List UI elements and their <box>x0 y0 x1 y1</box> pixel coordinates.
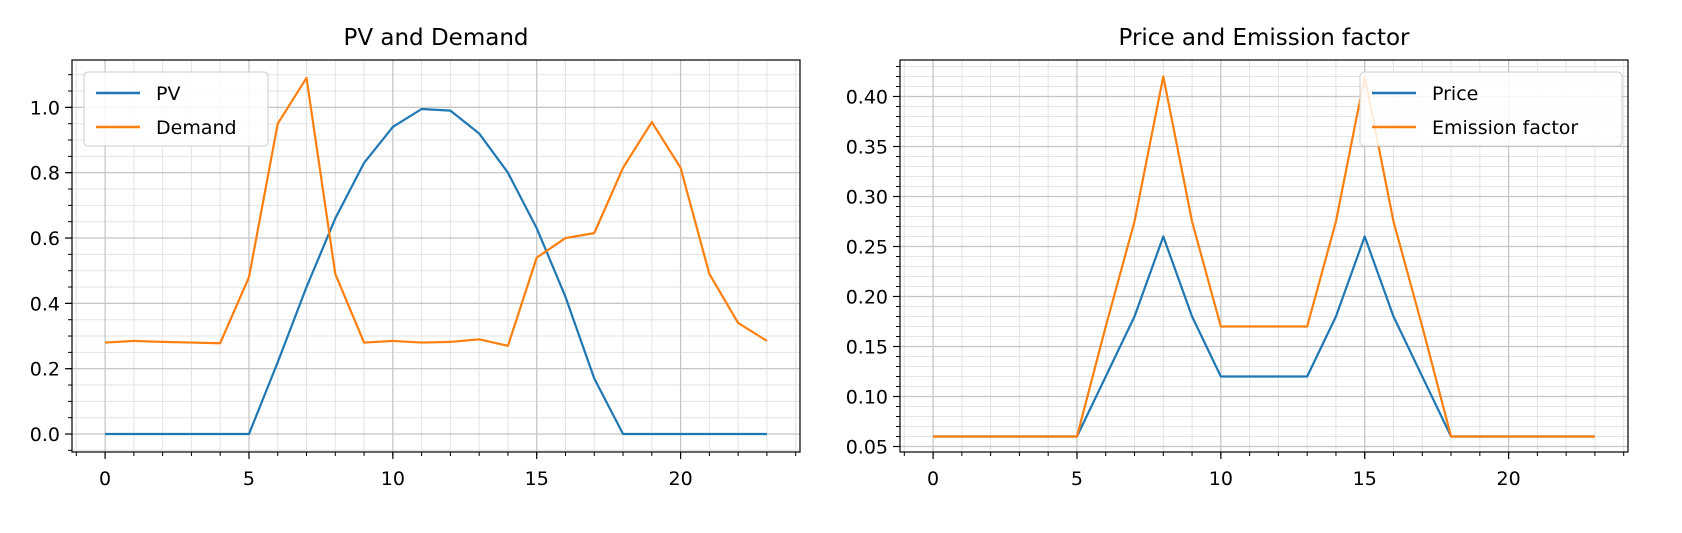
legend-label: Price <box>1432 83 1478 105</box>
y-tick-label: 0.10 <box>846 387 888 409</box>
x-tick-label: 5 <box>1071 468 1083 490</box>
y-tick-label: 0.25 <box>846 237 888 259</box>
legend-box <box>1359 71 1623 147</box>
x-tick-label: 20 <box>668 468 692 490</box>
chart-title: PV and Demand <box>343 25 528 51</box>
series-line-demand <box>105 76 768 347</box>
legend: Price Emission factor <box>1359 71 1623 147</box>
x-tick-label: 0 <box>99 468 111 490</box>
y-tick-label: 1.0 <box>30 97 60 119</box>
legend-label: Emission factor <box>1432 117 1578 139</box>
y-tick-label: 0.05 <box>846 437 888 459</box>
axes-frame <box>71 59 801 453</box>
x-tick-label: 5 <box>243 468 255 490</box>
chart-pv-demand: 0 5 10 15 20 0.0 0.2 0.4 0.6 0.8 1.0 PV and Demand P… <box>30 25 801 490</box>
x-tick-label: 10 <box>381 468 405 490</box>
y-tick-label: 0.4 <box>30 293 60 315</box>
x-tick-label: 10 <box>1209 468 1233 490</box>
y-tick-label: 0.15 <box>846 337 888 359</box>
series-line-emission-factor <box>933 75 1595 438</box>
chart-title: Price and Emission factor <box>1118 25 1410 51</box>
legend: PV Demand <box>83 71 269 147</box>
x-tick-label: 20 <box>1496 468 1520 490</box>
y-tick-label: 0.8 <box>30 163 60 185</box>
minor-ticks <box>68 74 797 456</box>
series-line-pv <box>105 107 767 436</box>
legend-label: PV <box>156 83 180 105</box>
y-tick-label: 0.40 <box>846 87 888 109</box>
legend-label: Demand <box>156 117 237 139</box>
x-tick-label: 0 <box>927 468 939 490</box>
chart-price-emission: 0 5 10 15 20 0.05 0.10 0.15 0.20 0.25 0.30 0.35 0.40… <box>846 25 1629 490</box>
y-tick-label: 0.35 <box>846 137 888 159</box>
y-tick-label: 0.20 <box>846 287 888 309</box>
x-tick-label: 15 <box>525 468 549 490</box>
x-tick-label: 15 <box>1353 468 1377 490</box>
y-tick-label: 0.0 <box>30 424 60 446</box>
y-tick-label: 0.6 <box>30 228 60 250</box>
y-tick-label: 0.2 <box>30 359 60 381</box>
y-tick-label: 0.30 <box>846 187 888 209</box>
